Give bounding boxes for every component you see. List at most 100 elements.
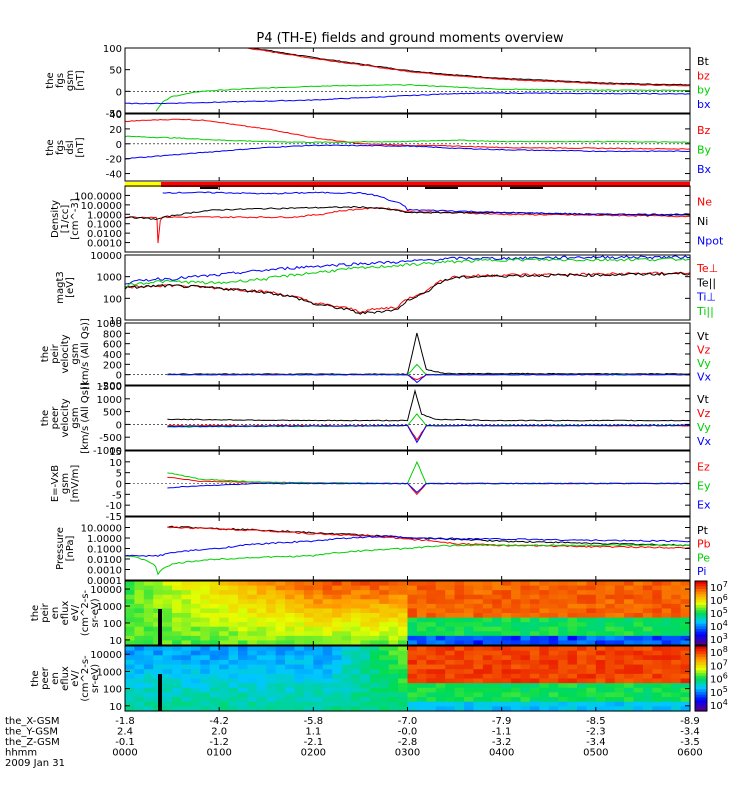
heatmap-cell: [435, 603, 446, 610]
heatmap-cell: [482, 687, 493, 694]
y-axis-label-line: Density: [50, 200, 61, 238]
heatmap-cell: [153, 581, 164, 587]
heatmap-cell: [567, 659, 578, 666]
heatmap-cell: [134, 701, 145, 707]
heatmap-cell: [501, 650, 512, 656]
heatmap-cell: [435, 669, 446, 675]
colorbar-segment: [695, 705, 707, 709]
heatmap-cell: [341, 664, 352, 670]
x-annotation-value: 0100: [206, 748, 231, 759]
heatmap-cell: [379, 646, 390, 652]
y-axis-label-line: eV/: [70, 670, 81, 687]
heatmap-cell: [548, 669, 559, 675]
heatmap-cell: [416, 594, 427, 600]
heatmap-cell: [426, 664, 437, 670]
legend-label: Pt: [697, 524, 709, 537]
heatmap-cell: [416, 669, 427, 675]
heatmap-cell: [567, 664, 578, 670]
heatmap-cell: [200, 650, 211, 656]
heatmap-cell: [558, 626, 569, 632]
heatmap-cell: [407, 701, 418, 707]
heatmap-cell: [351, 640, 362, 646]
heatmap-cell: [407, 655, 418, 661]
heatmap-cell: [332, 631, 343, 637]
heatmap-cell: [238, 594, 249, 600]
heatmap-cell: [162, 692, 173, 698]
heatmap-cell: [445, 687, 456, 694]
heatmap-cell: [351, 594, 362, 600]
heatmap-cell: [369, 659, 380, 666]
heatmap-cell: [209, 706, 220, 712]
heatmap-cell: [454, 646, 465, 652]
heatmap-cell: [595, 655, 606, 661]
heatmap-cell: [624, 683, 635, 689]
heatmap-cell: [520, 617, 531, 623]
heatmap-cell: [492, 701, 503, 707]
heatmap-cell: [407, 590, 418, 596]
heatmap-cell: [595, 646, 606, 652]
heatmap-cell: [247, 585, 258, 591]
heatmap-cell: [529, 581, 540, 587]
heatmap-cell: [181, 626, 192, 632]
heatmap-cell: [228, 585, 239, 591]
y-axis-label-line: gsm: [65, 70, 76, 91]
heatmap-cell: [294, 697, 305, 703]
y-tick-label: 10: [109, 316, 122, 327]
heatmap-cell: [285, 706, 296, 712]
heatmap-cell: [162, 673, 173, 680]
heatmap-cell: [511, 673, 522, 680]
heatmap-cell: [294, 626, 305, 632]
heatmap-cell: [633, 613, 644, 619]
heatmap-cell: [652, 650, 663, 656]
heatmap-cell: [426, 650, 437, 656]
heatmap-cell: [162, 594, 173, 600]
heatmap-cell: [313, 590, 324, 596]
heatmap-cell: [285, 608, 296, 614]
heatmap-cell: [426, 585, 437, 591]
heatmap-cell: [416, 613, 427, 619]
heatmap-cell: [642, 697, 653, 703]
heatmap-cell: [473, 599, 484, 605]
heatmap-cell: [501, 603, 512, 610]
heatmap-cell: [369, 701, 380, 707]
heatmap-cell: [369, 590, 380, 596]
y-axis-label-line: E=-VxB: [50, 465, 61, 502]
y-tick-label: 0: [116, 140, 122, 151]
heatmap-cell: [464, 626, 475, 632]
heatmap-cell: [125, 659, 136, 666]
heatmap-cell: [633, 590, 644, 596]
heatmap-cell: [492, 706, 503, 712]
heatmap-cell: [388, 603, 399, 610]
heatmap-cell: [454, 673, 465, 680]
heatmap-cell: [595, 683, 606, 689]
heatmap-cell: [313, 687, 324, 694]
heatmap-cell: [285, 673, 296, 680]
heatmap-cell: [633, 631, 644, 637]
heatmap-cell: [238, 599, 249, 605]
heatmap-cell: [379, 631, 390, 637]
colorbar-segment: [695, 642, 707, 646]
heatmap-cell: [539, 646, 550, 652]
x-annotation-value: -8.5: [586, 716, 606, 727]
heatmap-cell: [143, 635, 154, 642]
heatmap-cell: [332, 581, 343, 587]
heatmap-cell: [303, 585, 314, 591]
heatmap-cell: [332, 659, 343, 666]
colorbar-segment: [695, 594, 707, 598]
heatmap-cell: [228, 622, 239, 628]
heatmap-cell: [360, 599, 371, 605]
heatmap-cell: [661, 697, 672, 703]
heatmap-cell: [219, 655, 230, 661]
heatmap-cell: [482, 594, 493, 600]
heatmap-cell: [539, 687, 550, 694]
heatmap-cell: [379, 581, 390, 587]
heatmap-cell: [435, 692, 446, 698]
heatmap-cell: [492, 622, 503, 628]
y-axis-label-line: en: [50, 607, 61, 620]
heatmap-cell: [172, 650, 183, 656]
y-tick-label: -500: [99, 433, 122, 444]
heatmap-cell: [134, 664, 145, 670]
heatmap-cell: [398, 599, 409, 605]
heatmap-cell: [671, 585, 682, 591]
heatmap-cell: [633, 594, 644, 600]
